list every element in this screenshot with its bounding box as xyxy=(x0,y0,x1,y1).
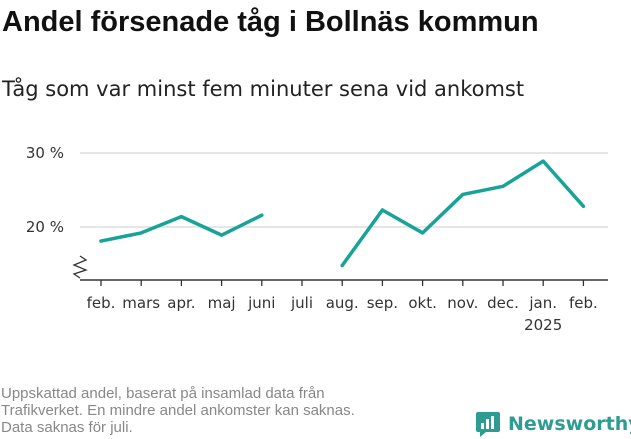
x-tick-label: dec. xyxy=(487,294,519,312)
footnote-line: Trafikverket. En mindre andel ankomster … xyxy=(1,402,355,419)
data-point xyxy=(179,215,183,219)
chart-title: Andel försenade tåg i Bollnäs kommun xyxy=(2,6,539,38)
data-point xyxy=(501,184,505,188)
x-tick-label: sep. xyxy=(367,294,398,312)
x-tick-label: nov. xyxy=(447,294,478,312)
x-tick-label: aug. xyxy=(326,294,359,312)
footnote: Uppskattad andel, baserat på insamlad da… xyxy=(1,385,441,436)
y-axis-break xyxy=(72,255,88,279)
y-tick-label: 30 % xyxy=(26,144,64,162)
data-point xyxy=(260,213,264,217)
data-point xyxy=(541,159,545,163)
series-line xyxy=(340,159,586,268)
x-tick-label: apr. xyxy=(167,294,195,312)
footnote-line: Uppskattad andel, baserat på insamlad da… xyxy=(1,385,325,402)
y-tick-label: 20 % xyxy=(26,218,64,236)
x-tick-label: feb. xyxy=(87,294,116,312)
x-tick-label: juni xyxy=(247,294,275,312)
data-point xyxy=(421,231,425,235)
x-tick-label: mars xyxy=(122,294,160,312)
x-tick-label: okt. xyxy=(408,294,437,312)
x-tick-label: juli xyxy=(290,294,313,312)
x-tick-label: feb. xyxy=(569,294,598,312)
data-point xyxy=(581,204,586,208)
data-point xyxy=(139,231,143,235)
x-tick-label: maj xyxy=(208,294,236,312)
data-point xyxy=(340,263,344,268)
brand-logo: Newsworthy xyxy=(475,410,631,438)
series-line xyxy=(99,213,264,243)
chart-subtitle: Tåg som var minst fem minuter sena vid a… xyxy=(2,77,525,101)
data-point xyxy=(380,208,384,212)
data-point xyxy=(99,239,103,243)
data-point xyxy=(461,192,465,197)
brand-name: Newsworthy xyxy=(508,413,631,435)
newsworthy-logo-icon xyxy=(476,412,500,437)
x-year-label: 2025 xyxy=(524,316,562,334)
data-point xyxy=(220,233,224,237)
x-tick-label: jan. xyxy=(528,294,557,312)
footnote-line: Data saknas för juli. xyxy=(1,419,133,436)
